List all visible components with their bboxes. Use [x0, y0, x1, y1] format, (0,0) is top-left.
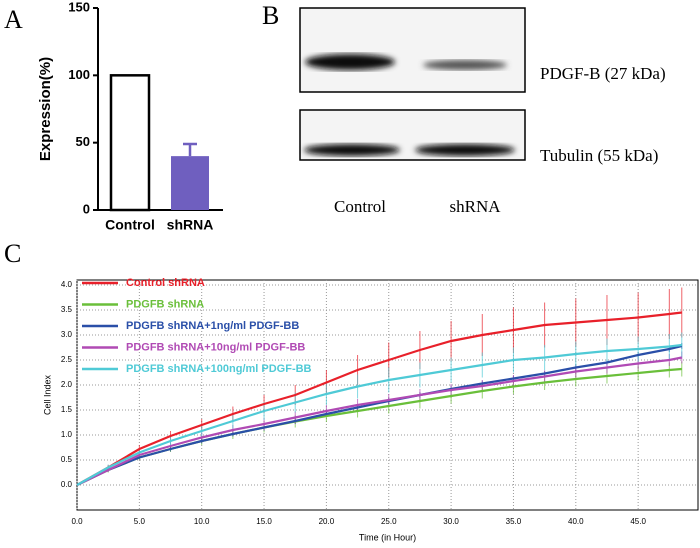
- x-tick-label: 5.0: [134, 517, 146, 526]
- legend-label: Control shRNA: [126, 277, 205, 289]
- y-tick-label: 1.0: [61, 430, 73, 439]
- panel-label: B: [262, 1, 279, 30]
- lane-label: shRNA: [449, 197, 501, 216]
- band: [415, 144, 515, 156]
- band: [423, 60, 507, 70]
- bar: [109, 74, 151, 212]
- x-tick-label: 15.0: [256, 517, 272, 526]
- legend-label: PDGFB shRNA+1ng/ml PDGF-BB: [126, 320, 299, 332]
- blot: PDGF-B (27 kDa) Tubulin (55 kDa) Control…: [299, 7, 666, 216]
- band: [304, 144, 400, 156]
- band: [305, 54, 395, 70]
- x-tick-label: Control: [105, 217, 155, 233]
- panel-label: C: [4, 239, 21, 268]
- y-tick-label: 4.0: [61, 280, 73, 289]
- x-tick-label: shRNA: [167, 217, 214, 233]
- y-tick-label: 0.5: [61, 455, 73, 464]
- y-tick-label: 2.5: [61, 355, 73, 364]
- y-axis-title: Expression(%): [37, 57, 54, 161]
- y-tick-label: 3.5: [61, 305, 73, 314]
- x-tick-label: 25.0: [381, 517, 397, 526]
- y-tick-label: 50: [76, 134, 90, 149]
- y-tick-label: 1.5: [61, 405, 73, 414]
- y-tick-label: 3.0: [61, 330, 73, 339]
- x-tick-label: 45.0: [630, 517, 646, 526]
- blot-box: [299, 7, 526, 93]
- bar: [171, 156, 209, 210]
- series-line: [76, 343, 682, 486]
- x-tick-label: 35.0: [506, 517, 522, 526]
- series-line: [76, 311, 682, 486]
- y-tick-label: 150: [68, 0, 90, 14]
- x-tick-label: 20.0: [319, 517, 335, 526]
- error-bar: [183, 142, 197, 157]
- x-axis-title: Time (in Hour): [359, 532, 416, 542]
- series-line: [76, 356, 683, 486]
- y-tick-label: 100: [68, 67, 90, 82]
- y-tick-label: 0.0: [61, 480, 73, 489]
- band-label: PDGF-B (27 kDa): [540, 64, 666, 83]
- legend-label: PDGFB shRNA+100ng/ml PDGF-BB: [126, 363, 312, 375]
- plot-frame: [76, 279, 699, 511]
- x-tick-label: 40.0: [568, 517, 584, 526]
- legend-label: PDGFB shRNA+10ng/ml PDGF-BB: [126, 341, 305, 353]
- panel-label: A: [4, 5, 23, 34]
- x-tick-label: 30.0: [443, 517, 459, 526]
- y-axis-title: Cell Index: [42, 374, 52, 415]
- band-label: Tubulin (55 kDa): [540, 146, 658, 165]
- legend-label: PDGFB shRNA: [126, 298, 204, 310]
- x-tick-label: 10.0: [194, 517, 210, 526]
- lane-label: Control: [334, 197, 386, 216]
- y-tick-label: 0: [83, 201, 90, 216]
- x-tick-label: 0.0: [71, 517, 83, 526]
- y-tick-label: 2.0: [61, 380, 73, 389]
